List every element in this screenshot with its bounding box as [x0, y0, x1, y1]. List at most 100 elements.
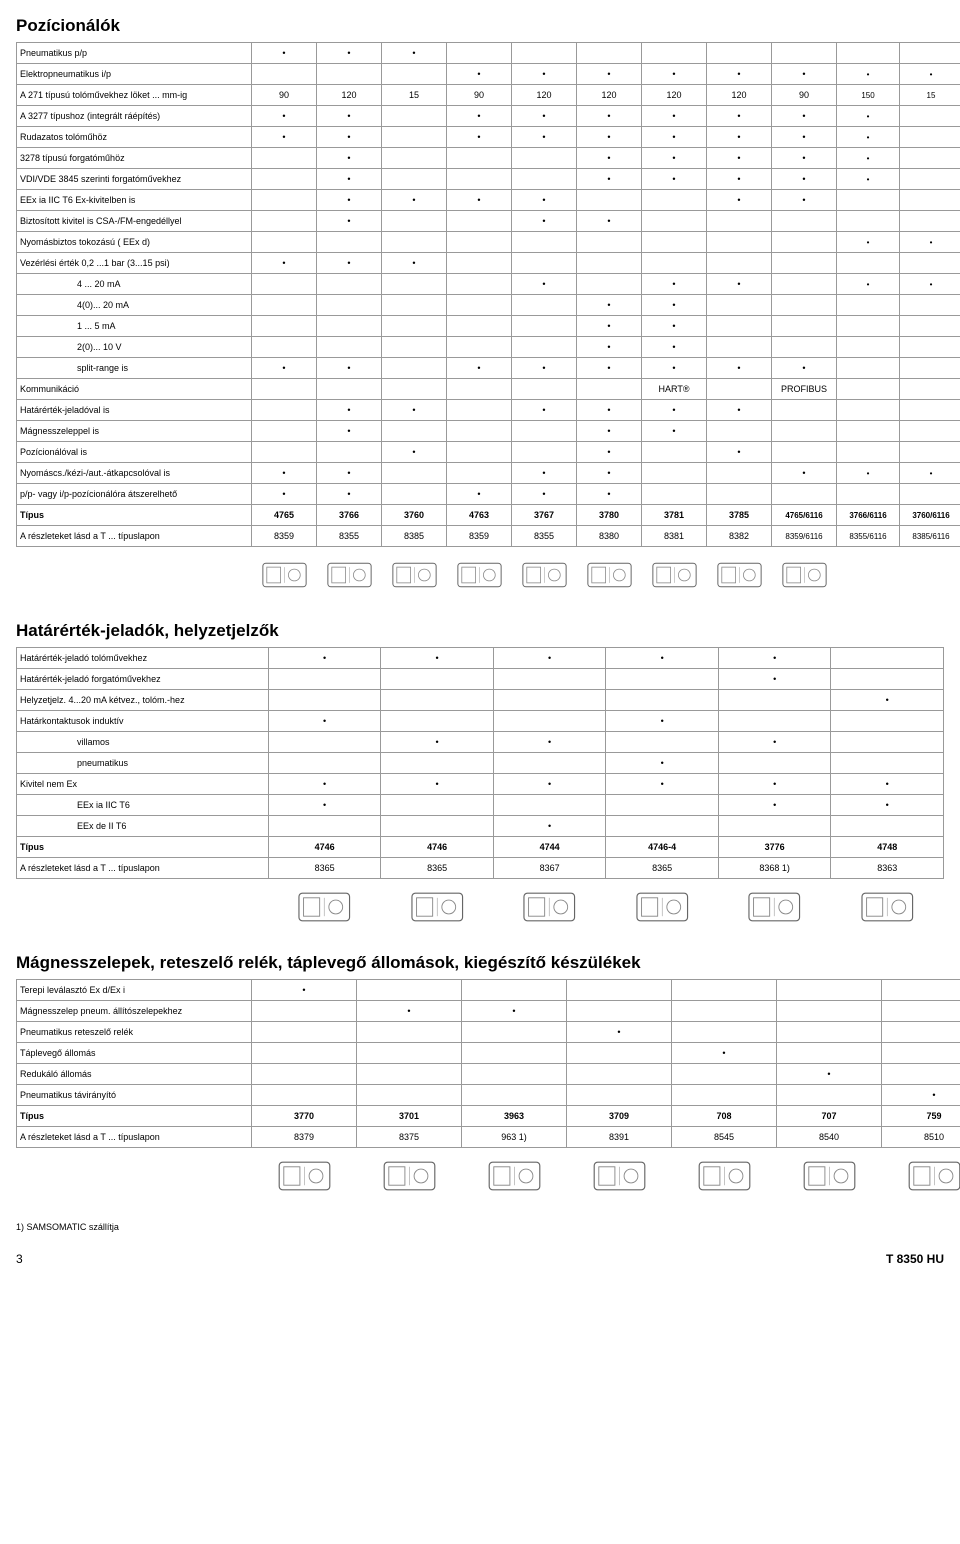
device-thumbnail — [357, 1148, 462, 1207]
row-label: Kivitel nem Ex — [17, 774, 269, 795]
cell: • — [642, 358, 707, 379]
table-row: Típus4746474647444746-437764748 — [17, 837, 944, 858]
row-label: 1 ... 5 mA — [17, 316, 252, 337]
cell: 4746-4 — [606, 837, 719, 858]
cell: • — [642, 421, 707, 442]
cell: 15 — [900, 85, 960, 106]
cell — [831, 816, 944, 837]
cell: 963 1) — [462, 1127, 567, 1148]
cell: 8391 — [567, 1127, 672, 1148]
cell — [642, 190, 707, 211]
cell: • — [837, 106, 900, 127]
cell: • — [317, 421, 382, 442]
row-label: A részleteket lásd a T ... típuslapon — [17, 858, 269, 879]
cell — [252, 1064, 357, 1085]
cell — [642, 484, 707, 505]
device-thumbnail — [268, 879, 381, 938]
cell — [777, 1001, 882, 1022]
cell — [718, 753, 831, 774]
cell — [382, 232, 447, 253]
cell: • — [577, 148, 642, 169]
table-row: A 3277 típushoz (integrált ráépítés)••••… — [17, 106, 960, 127]
cell: • — [900, 274, 960, 295]
cell — [382, 484, 447, 505]
cell — [707, 484, 772, 505]
cell — [252, 190, 317, 211]
cell — [772, 442, 837, 463]
cell — [512, 295, 577, 316]
cell — [382, 358, 447, 379]
cell — [900, 295, 960, 316]
cell: • — [268, 711, 381, 732]
cell: • — [493, 816, 606, 837]
cell: • — [577, 127, 642, 148]
cell: • — [837, 148, 900, 169]
cell — [606, 669, 719, 690]
cell: • — [252, 106, 317, 127]
cell: • — [718, 795, 831, 816]
row-label: EEx ia IIC T6 — [17, 795, 269, 816]
table-row: Nyomásbiztos tokozású ( EEx d)••• — [17, 232, 960, 253]
cell — [317, 379, 382, 400]
cell — [837, 400, 900, 421]
cell: • — [317, 484, 382, 505]
cell: • — [512, 211, 577, 232]
cell: • — [642, 274, 707, 295]
table-row: Pneumatikus távirányító• — [17, 1085, 960, 1106]
cell — [317, 232, 382, 253]
table-row: Terepi leválasztó Ex d/Ex i• — [17, 980, 960, 1001]
cell: 8355 — [317, 526, 382, 547]
cell: • — [268, 774, 381, 795]
row-label: VDI/VDE 3845 szerinti forgatóművekhez — [17, 169, 252, 190]
row-label: 4 ... 20 mA — [17, 274, 252, 295]
cell — [577, 274, 642, 295]
device-thumbnail — [772, 547, 837, 606]
cell — [447, 43, 512, 64]
cell — [462, 1022, 567, 1043]
cell — [382, 106, 447, 127]
cell: 3760/6116 — [900, 505, 960, 526]
cell: • — [317, 358, 382, 379]
row-label: Elektropneumatikus i/p — [17, 64, 252, 85]
cell — [837, 379, 900, 400]
cell — [447, 274, 512, 295]
cell — [381, 816, 494, 837]
cell: • — [512, 190, 577, 211]
table-row: Nyomáscs./kézi-/aut.-átkapcsolóval is•••… — [17, 463, 960, 484]
cell — [493, 690, 606, 711]
cell — [900, 337, 960, 358]
cell — [900, 106, 960, 127]
cell — [268, 690, 381, 711]
cell — [577, 190, 642, 211]
cell: 3767 — [512, 505, 577, 526]
cell — [382, 274, 447, 295]
cell: • — [577, 463, 642, 484]
table-row: Pozícionálóval is••• — [17, 442, 960, 463]
table-row: Határérték-jeladóval is•••••• — [17, 400, 960, 421]
cell: 4746 — [381, 837, 494, 858]
device-thumbnail — [382, 547, 447, 606]
row-label: Terepi leválasztó Ex d/Ex i — [17, 980, 252, 1001]
cell: • — [493, 648, 606, 669]
cell: • — [606, 648, 719, 669]
cell — [447, 169, 512, 190]
cell — [447, 295, 512, 316]
cell — [831, 753, 944, 774]
cell — [493, 753, 606, 774]
cell — [382, 463, 447, 484]
cell: • — [382, 190, 447, 211]
cell: 8359 — [252, 526, 317, 547]
cell: • — [252, 484, 317, 505]
cell — [252, 1043, 357, 1064]
cell — [642, 253, 707, 274]
cell — [252, 400, 317, 421]
cell: HART® — [642, 379, 707, 400]
row-label: 2(0)... 10 V — [17, 337, 252, 358]
cell: • — [252, 358, 317, 379]
cell — [493, 669, 606, 690]
cell: • — [707, 148, 772, 169]
row-label: 4(0)... 20 mA — [17, 295, 252, 316]
cell — [900, 421, 960, 442]
cell — [462, 1085, 567, 1106]
cell — [772, 211, 837, 232]
